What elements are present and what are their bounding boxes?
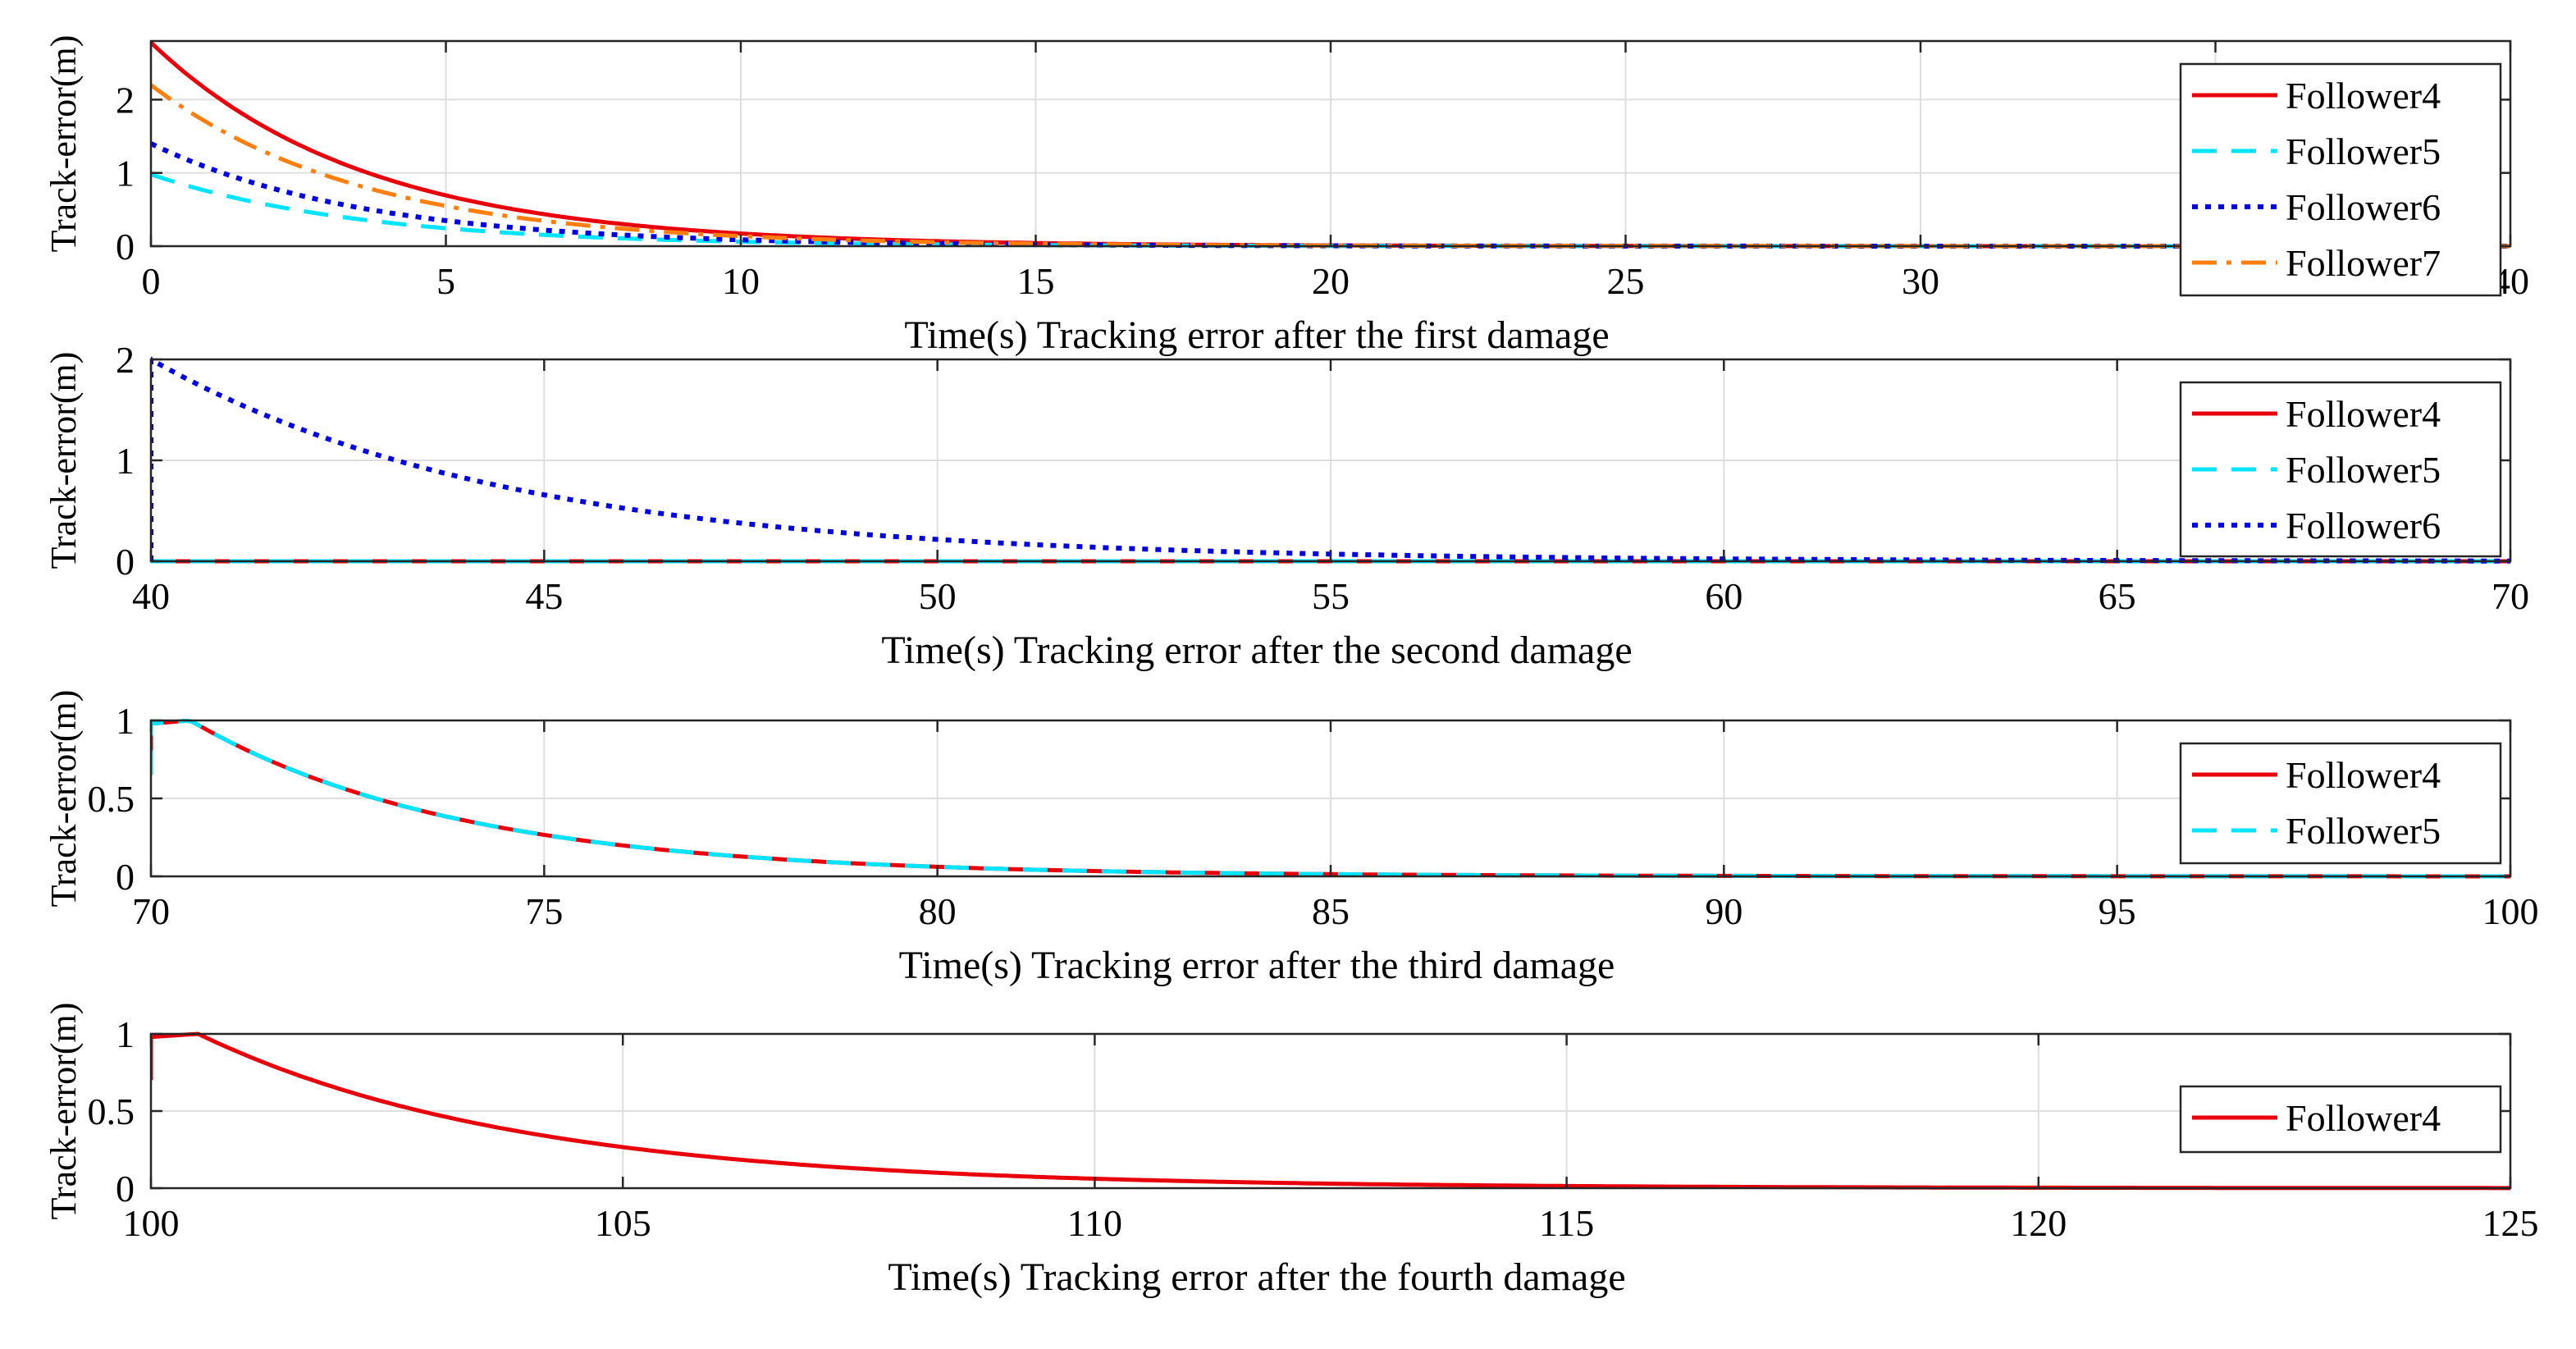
x-tick-label: 120 — [2010, 1202, 2067, 1244]
x-axis-label: Time(s) Tracking error after the first d… — [904, 313, 1609, 357]
legend-label: Follower4 — [2286, 393, 2441, 435]
legend-label: Follower5 — [2286, 130, 2441, 172]
x-tick-label: 125 — [2482, 1202, 2539, 1244]
x-tick-label: 105 — [595, 1202, 651, 1244]
x-tick-label: 30 — [1902, 260, 1939, 302]
x-tick-label: 110 — [1067, 1202, 1122, 1244]
x-tick-label: 50 — [919, 575, 957, 617]
x-tick-label: 100 — [123, 1202, 180, 1244]
y-tick-label: 1 — [116, 700, 135, 742]
x-tick-label: 10 — [722, 260, 760, 302]
y-tick-label: 1 — [116, 1013, 135, 1055]
x-tick-label: 80 — [919, 890, 957, 932]
legend-label: Follower4 — [2286, 1097, 2441, 1139]
x-tick-label: 55 — [1312, 575, 1350, 617]
x-tick-label: 20 — [1312, 260, 1350, 302]
legend-label: Follower5 — [2286, 810, 2441, 852]
panel-2: 40 45 50 55 60 65 70 0 1 2 Time(s) Tracking error … — [43, 339, 2529, 672]
legend: Follower4 Follower5 — [2179, 742, 2502, 865]
legend: Follower4 — [2179, 1085, 2502, 1154]
x-tick-label: 5 — [436, 260, 455, 302]
y-axis-label: Track-error(m) — [43, 35, 84, 253]
x-tick-label: 115 — [1539, 1202, 1594, 1244]
y-axis-label: Track-error(m) — [43, 1003, 84, 1220]
legend-label: Follower4 — [2286, 754, 2441, 796]
y-axis-label: Track-error(m) — [43, 352, 84, 569]
y-tick-label: 0 — [116, 1168, 135, 1210]
y-tick-label: 2 — [116, 339, 135, 381]
legend: Follower4 Follower5 Follower6 Follower7 — [2179, 62, 2502, 297]
x-axis-label: Time(s) Tracking error after the fourth … — [888, 1255, 1625, 1299]
legend-label: Follower6 — [2286, 505, 2441, 546]
legend-box — [2179, 742, 2502, 865]
legend-box — [2179, 62, 2502, 297]
x-tick-label: 100 — [2482, 890, 2539, 932]
legend-label: Follower5 — [2286, 449, 2441, 491]
x-tick-label: 70 — [2492, 575, 2529, 617]
y-tick-label: 0.5 — [88, 1091, 135, 1132]
x-tick-label: 75 — [525, 890, 563, 932]
y-tick-label: 0.5 — [88, 778, 135, 820]
y-tick-label: 0 — [116, 856, 135, 898]
x-tick-label: 15 — [1017, 260, 1055, 302]
y-tick-label: 1 — [116, 440, 135, 482]
legend-label: Follower4 — [2286, 75, 2441, 117]
x-tick-label: 25 — [1607, 260, 1645, 302]
x-tick-label: 65 — [2099, 575, 2136, 617]
x-tick-label: 60 — [1705, 575, 1742, 617]
y-axis-label: Track-error(m) — [43, 690, 84, 908]
x-tick-label: 95 — [2099, 890, 2136, 932]
x-tick-label: 45 — [525, 575, 563, 617]
legend-label: Follower6 — [2286, 186, 2441, 228]
legend-label: Follower7 — [2286, 242, 2441, 284]
x-tick-label: 90 — [1705, 890, 1742, 932]
y-tick-label: 0 — [116, 226, 135, 268]
panel-4: 100 105 110 115 120 125 0 0.5 1 Time(s) Tracking … — [43, 1003, 2539, 1299]
legend: Follower4 Follower5 Follower6 — [2179, 381, 2502, 558]
y-tick-label: 2 — [116, 79, 135, 121]
x-tick-label: 85 — [1312, 890, 1350, 932]
x-tick-label: 40 — [132, 575, 170, 617]
panel-3: 70 75 80 85 90 95 100 0 0.5 1 Time(s) Tracking err… — [43, 690, 2539, 987]
y-tick-label: 1 — [116, 153, 135, 194]
y-tick-label: 0 — [116, 541, 135, 583]
x-axis-label: Time(s) Tracking error after the second … — [881, 629, 1632, 672]
x-tick-label: 70 — [132, 890, 170, 932]
x-tick-label: 0 — [142, 260, 161, 302]
x-axis-label: Time(s) Tracking error after the third d… — [899, 944, 1615, 987]
